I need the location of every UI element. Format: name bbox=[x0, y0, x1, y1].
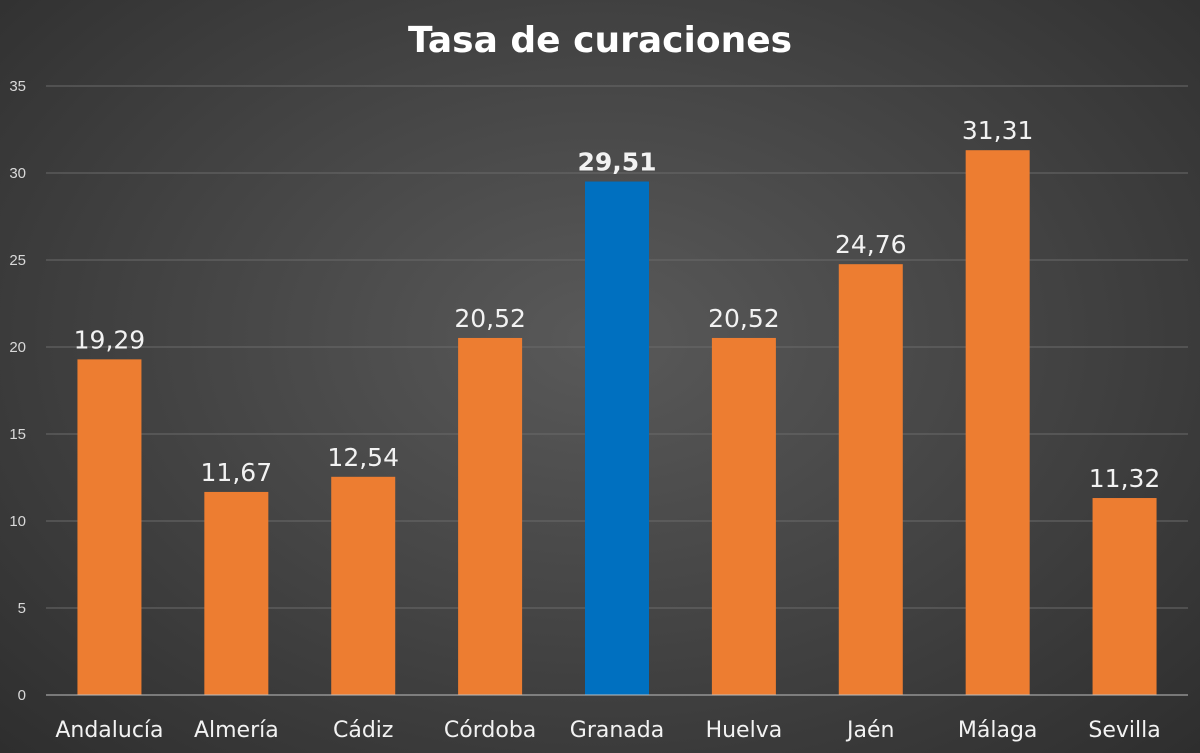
bars bbox=[77, 150, 1157, 695]
data-label: 19,29 bbox=[74, 325, 146, 354]
data-label: 11,32 bbox=[1089, 464, 1161, 493]
y-tick-label: 30 bbox=[9, 165, 26, 182]
x-axis-ticks: Andalucía Almería Cádiz Córdoba Granada Huelv… bbox=[55, 718, 1160, 743]
bar-huelva bbox=[711, 337, 776, 695]
chart-title: Tasa de curaciones bbox=[408, 20, 792, 61]
x-tick-label: Cádiz bbox=[333, 718, 393, 743]
data-label: 20,52 bbox=[454, 304, 526, 333]
x-tick-label: Huelva bbox=[706, 718, 783, 743]
data-labels: 19,29 11,67 12,54 20,52 29,51 20,52 24,76 31,31… bbox=[74, 116, 1161, 493]
bar-sevilla bbox=[1092, 498, 1157, 695]
y-axis-ticks: 0 5 10 15 20 25 30 35 bbox=[9, 78, 26, 704]
x-tick-label: Almería bbox=[194, 718, 279, 743]
x-tick-label: Málaga bbox=[958, 718, 1038, 743]
data-label: 12,54 bbox=[327, 443, 399, 472]
y-tick-label: 15 bbox=[9, 426, 26, 443]
bar-granada bbox=[585, 181, 649, 695]
x-tick-label: Granada bbox=[570, 718, 664, 743]
y-tick-label: 0 bbox=[18, 687, 26, 704]
data-label: 29,51 bbox=[577, 148, 656, 177]
bar-andalucía bbox=[77, 359, 142, 695]
bar-málaga bbox=[965, 150, 1030, 695]
bar-jaén bbox=[838, 264, 903, 695]
x-tick-label: Córdoba bbox=[444, 718, 536, 743]
x-tick-label: Jaén bbox=[845, 718, 894, 743]
data-label: 20,52 bbox=[708, 304, 780, 333]
y-tick-label: 35 bbox=[9, 78, 26, 95]
bar-córdoba bbox=[458, 337, 523, 695]
x-tick-label: Andalucía bbox=[55, 718, 163, 743]
data-label: 11,67 bbox=[201, 458, 273, 487]
y-tick-label: 10 bbox=[9, 513, 26, 530]
y-tick-label: 5 bbox=[18, 600, 26, 617]
bar-almería bbox=[204, 491, 269, 695]
bar-cádiz bbox=[331, 476, 396, 695]
y-tick-label: 20 bbox=[9, 339, 26, 356]
data-label: 31,31 bbox=[962, 116, 1034, 145]
data-label: 24,76 bbox=[835, 230, 907, 259]
y-tick-label: 25 bbox=[9, 252, 26, 269]
x-tick-label: Sevilla bbox=[1088, 718, 1160, 743]
